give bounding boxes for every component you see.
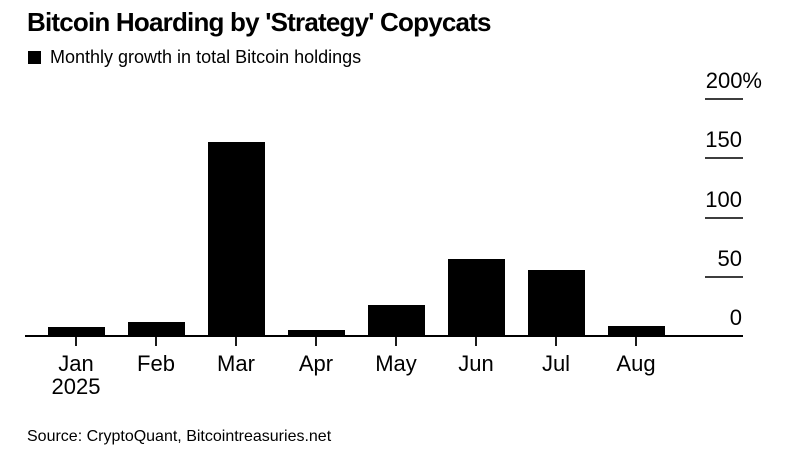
x-axis-label: Aug bbox=[616, 351, 656, 376]
legend: Monthly growth in total Bitcoin holdings bbox=[28, 47, 361, 67]
y-axis-tick-label: 50 bbox=[717, 245, 742, 271]
x-tick bbox=[315, 337, 317, 346]
y-axis-tick-label: 200% bbox=[705, 68, 762, 93]
chart-title: Bitcoin Hoarding by 'Strategy' Copycats bbox=[27, 7, 492, 37]
x-axis-label: Jul bbox=[541, 351, 571, 376]
bar-jan bbox=[47, 326, 105, 335]
x-axis-year-label: 2025 bbox=[51, 374, 101, 399]
y-tick-line bbox=[705, 157, 743, 160]
x-axis-label: Apr bbox=[298, 351, 334, 376]
bar-mar bbox=[207, 141, 265, 335]
x-axis-label: Mar bbox=[217, 351, 255, 376]
x-axis-label: Jun bbox=[458, 351, 494, 376]
x-tick bbox=[155, 337, 157, 346]
y-tick-line bbox=[705, 98, 743, 100]
y-axis-tick-label: 0 bbox=[729, 305, 742, 330]
legend-marker-icon bbox=[28, 50, 41, 64]
x-tick bbox=[395, 337, 397, 346]
bar-aug bbox=[607, 325, 665, 335]
legend-label: Monthly growth in total Bitcoin holdings bbox=[50, 47, 362, 67]
source-text: Source: CryptoQuant, Bitcointreasuries.n… bbox=[27, 428, 332, 445]
x-axis-line bbox=[25, 335, 743, 337]
x-tick bbox=[555, 337, 557, 346]
x-axis-label: May bbox=[375, 351, 417, 376]
x-axis-label: Feb bbox=[137, 351, 175, 376]
x-axis-label: Jan bbox=[58, 351, 94, 376]
x-tick bbox=[235, 337, 237, 346]
y-axis-tick-label: 150 bbox=[705, 127, 742, 153]
bar-jun bbox=[447, 259, 505, 335]
y-axis-tick-label: 100 bbox=[705, 186, 742, 212]
bar-may bbox=[367, 305, 425, 335]
bar-apr bbox=[287, 330, 345, 335]
bar-feb bbox=[127, 321, 185, 335]
y-tick-line bbox=[705, 216, 743, 219]
y-tick-line bbox=[705, 275, 743, 278]
x-tick bbox=[475, 337, 477, 346]
x-tick bbox=[635, 337, 637, 346]
x-tick bbox=[75, 337, 77, 346]
bar-jul bbox=[527, 269, 585, 335]
